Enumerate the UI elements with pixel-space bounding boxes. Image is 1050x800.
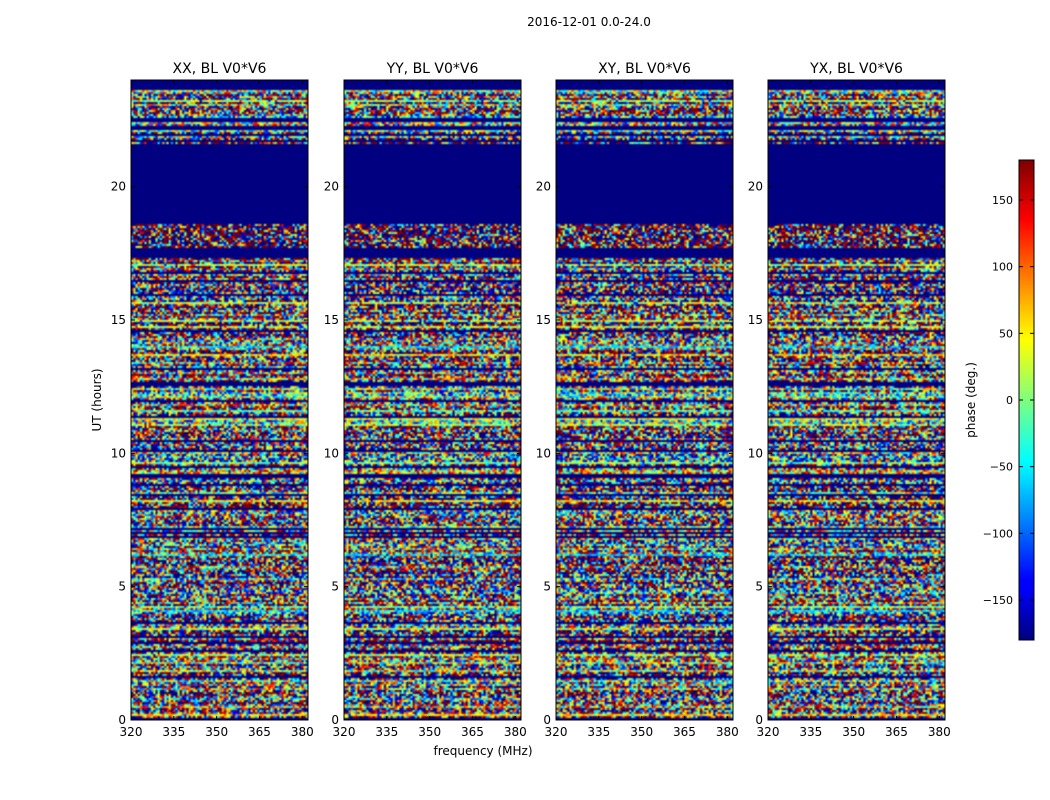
y-tick-label: 0 [755,713,763,727]
x-tick-label: 365 [461,725,484,739]
phase-heatmap-cells [556,80,733,720]
y-tick-label: 15 [111,313,126,327]
panel-xy: XY, BL V0*V6 320 335 350 365 380 0 5 10 15 20 [536,61,739,739]
axes-frame [767,79,946,721]
x-tick-label: 320 [545,725,568,739]
panel-title: YY, BL V0*V6 [386,61,479,77]
axes-frame [555,79,734,721]
y-tick-label: 15 [748,313,763,327]
phase-heatmap-cells [768,80,945,720]
panel-title: YX, BL V0*V6 [809,61,903,77]
y-tick-label: 20 [536,180,551,194]
phase-heatmap-cells [131,80,308,720]
x-tick-label: 365 [885,725,908,739]
y-tick-label: 10 [324,446,339,460]
colorbar-tick-label: 100 [992,261,1013,274]
x-tick-label: 350 [842,725,865,739]
panel-xx: XX, BL V0*V6 320 335 350 365 380 0 5 10 15 20 [111,61,314,739]
x-tick-label: 380 [928,725,951,739]
y-tick-label: 10 [748,446,763,460]
x-tick-label: 320 [333,725,356,739]
y-tick-label: 5 [331,580,339,594]
figure-title: 2016-12-01 0.0-24.0 [527,15,651,29]
x-tick-label: 350 [630,725,653,739]
y-tick-label: 5 [755,580,763,594]
colorbar-tick-label: −50 [990,461,1013,474]
y-tick-label: 0 [118,713,126,727]
x-tick-label: 335 [587,725,610,739]
y-tick-label: 10 [536,446,551,460]
x-tick-label: 365 [673,725,696,739]
y-tick-label: 20 [324,180,339,194]
x-tick-label: 365 [248,725,271,739]
colorbar: −150 −100 −50 0 50 100 150 phase (deg.) [964,159,1035,641]
axes-frame [130,79,309,721]
y-axis-label: UT (hours) [90,368,104,431]
colorbar-label: phase (deg.) [964,362,978,438]
y-tick-label: 0 [331,713,339,727]
x-tick-label: 335 [162,725,185,739]
y-tick-label: 20 [748,180,763,194]
colorbar-tick-label: −100 [983,527,1013,540]
x-tick-label: 380 [716,725,739,739]
panel-yy: YY, BL V0*V6 320 335 350 365 380 0 5 10 15 20 [324,61,527,739]
axes-frame [343,79,522,721]
panel-title: XY, BL V0*V6 [598,61,691,77]
y-tick-label: 0 [543,713,551,727]
x-axis-label: frequency (MHz) [433,744,532,758]
x-tick-label: 380 [291,725,314,739]
phase-heatmap-cells [344,80,521,720]
colorbar-tick-label: 0 [1006,394,1013,407]
y-tick-label: 15 [536,313,551,327]
colorbar-tick-label: 150 [992,194,1013,207]
panel-yx: YX, BL V0*V6 320 335 350 365 380 0 5 10 15 20 [748,61,951,739]
colorbar-tick-label: −150 [983,594,1013,607]
x-tick-label: 380 [504,725,527,739]
x-tick-label: 320 [120,725,143,739]
y-tick-label: 20 [111,180,126,194]
y-tick-label: 15 [324,313,339,327]
x-tick-label: 350 [205,725,228,739]
colorbar-ticks: −150 −100 −50 0 50 100 150 [983,194,1034,607]
x-tick-label: 350 [418,725,441,739]
x-tick-label: 335 [375,725,398,739]
y-tick-label: 5 [543,580,551,594]
panel-title: XX, BL V0*V6 [173,61,267,77]
y-tick-label: 5 [118,580,126,594]
y-tick-label: 10 [111,446,126,460]
x-tick-label: 335 [799,725,822,739]
x-tick-label: 320 [757,725,780,739]
colorbar-tick-label: 50 [999,327,1013,340]
